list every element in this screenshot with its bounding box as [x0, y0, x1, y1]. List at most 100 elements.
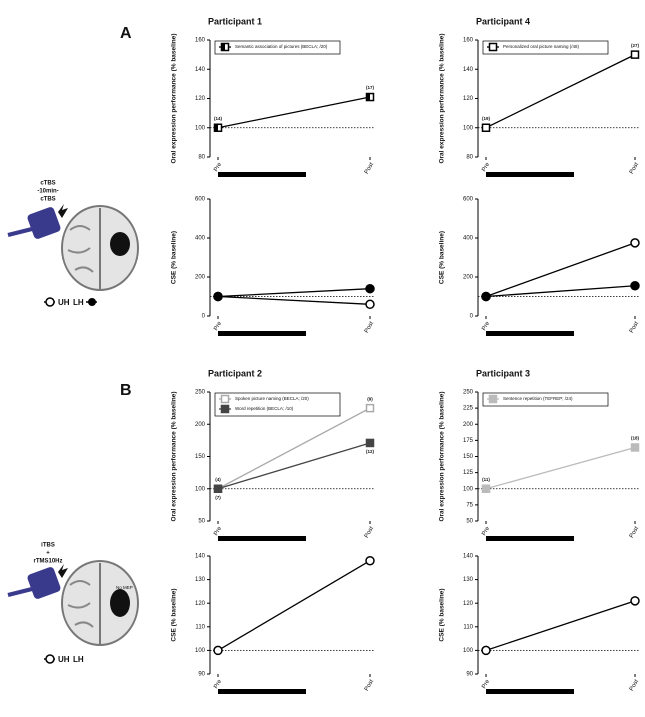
x-tick-label: Post: [364, 321, 375, 335]
y-tick-label: 140: [195, 554, 206, 560]
data-point: [481, 645, 491, 656]
stimulation-bar: [218, 172, 306, 177]
stimulation-bar: [218, 536, 306, 541]
point-label: (11): [482, 477, 490, 482]
point-label: (18): [631, 436, 640, 441]
y-axis-label: CSE (% baseline): [171, 588, 178, 641]
y-tick-label: 160: [463, 38, 474, 44]
x-tick-label: Post: [364, 162, 375, 176]
legend-box: [482, 40, 609, 55]
y-axis-label: CSE (% baseline): [439, 588, 446, 641]
x-tick-label: Pre: [213, 678, 223, 690]
x-tick-label: Pre: [481, 525, 491, 537]
y-tick-label: 200: [195, 422, 206, 428]
series-line: [217, 96, 371, 129]
x-tick-label: Post: [629, 526, 640, 540]
data-point: [630, 596, 640, 606]
series-line: [485, 54, 636, 129]
x-tick-label: Post: [364, 526, 375, 540]
legend-text: UH: [58, 298, 70, 307]
legend-text: LH: [73, 298, 84, 307]
y-tick-label: 120: [463, 601, 474, 607]
y-tick-label: 120: [195, 96, 206, 102]
stimulation-bar: [218, 689, 306, 694]
y-tick-label: 0: [202, 314, 206, 320]
point-label: (17): [366, 85, 375, 90]
legend-marker: [220, 42, 230, 52]
y-tick-label: 160: [195, 38, 206, 44]
data-point: [365, 92, 375, 102]
y-tick-label: 100: [195, 648, 206, 654]
y-tick-label: 0: [470, 314, 474, 320]
point-label: (7): [215, 495, 221, 500]
legend-text: Word repetition (BECLA; /10): [235, 406, 294, 411]
x-tick-label: Pre: [481, 161, 491, 173]
y-tick-label: 90: [466, 672, 473, 678]
series-line: [485, 242, 636, 298]
series-line: [485, 600, 636, 652]
y-tick-label: 100: [463, 648, 474, 654]
legend-box: [482, 392, 609, 407]
point-label: (14): [214, 116, 223, 121]
y-tick-label: 80: [198, 155, 205, 161]
y-tick-label: 175: [463, 438, 474, 444]
y-tick-label: 100: [195, 125, 206, 131]
data-point: [481, 291, 491, 302]
x-tick-label: Pre: [481, 678, 491, 690]
y-tick-label: 250: [195, 390, 206, 396]
y-tick-label: 600: [195, 197, 206, 203]
data-point: [213, 291, 223, 302]
y-tick-label: 50: [466, 519, 473, 525]
series-line: [485, 446, 636, 490]
x-tick-label: Pre: [213, 161, 223, 173]
y-tick-label: 140: [463, 554, 474, 560]
y-tick-label: 200: [195, 275, 206, 281]
x-tick-label: Post: [629, 162, 640, 176]
y-tick-label: 80: [466, 155, 473, 161]
legend-text: Spoken picture naming (BECLA; /20): [235, 396, 309, 401]
data-point: [213, 123, 223, 132]
stimulation-bar: [486, 536, 574, 541]
brain-illustration: [7, 204, 139, 291]
y-tick-label: 125: [463, 470, 474, 476]
x-tick-label: Post: [364, 679, 375, 693]
legend-text: Semantic association of pictures (BECLA;…: [235, 44, 328, 49]
y-axis-label: Oral expression performance (% baseline): [171, 391, 178, 521]
stimulation-bar: [486, 689, 574, 694]
protocol-text: +: [46, 551, 50, 557]
y-tick-label: 100: [195, 486, 206, 492]
y-tick-label: 225: [463, 406, 474, 412]
legend-text: UH: [58, 655, 70, 664]
x-tick-label: Pre: [213, 525, 223, 537]
y-tick-label: 100: [463, 486, 474, 492]
stimulation-bar: [218, 331, 306, 336]
y-axis-label: Oral expression performance (% baseline): [439, 391, 446, 521]
stimulation-bar: [486, 331, 574, 336]
chart-title: Participant 1: [208, 16, 262, 26]
legend-marker: [488, 394, 498, 404]
series-line: [217, 442, 371, 490]
data-point: [213, 645, 223, 656]
y-tick-label: 90: [198, 672, 205, 678]
data-point: [630, 50, 640, 59]
note-text: in LH: [116, 591, 127, 596]
data-point: [365, 555, 375, 566]
y-tick-label: 250: [463, 390, 474, 396]
note-text: No MEP: [116, 585, 133, 590]
protocol-text: iTBS: [41, 543, 55, 549]
data-point: [630, 443, 640, 452]
data-point: [213, 484, 223, 493]
y-tick-label: 120: [195, 601, 206, 607]
y-tick-label: 150: [195, 454, 206, 460]
data-point: [365, 438, 375, 448]
panel-label: B: [120, 382, 132, 399]
data-point: [630, 238, 640, 248]
y-tick-label: 120: [463, 96, 474, 102]
panel-label: A: [120, 25, 132, 42]
point-label: (9): [367, 396, 373, 401]
x-tick-label: Post: [629, 679, 640, 693]
y-tick-label: 400: [463, 236, 474, 242]
legend-marker: [220, 394, 230, 404]
legend-box: [214, 40, 341, 55]
